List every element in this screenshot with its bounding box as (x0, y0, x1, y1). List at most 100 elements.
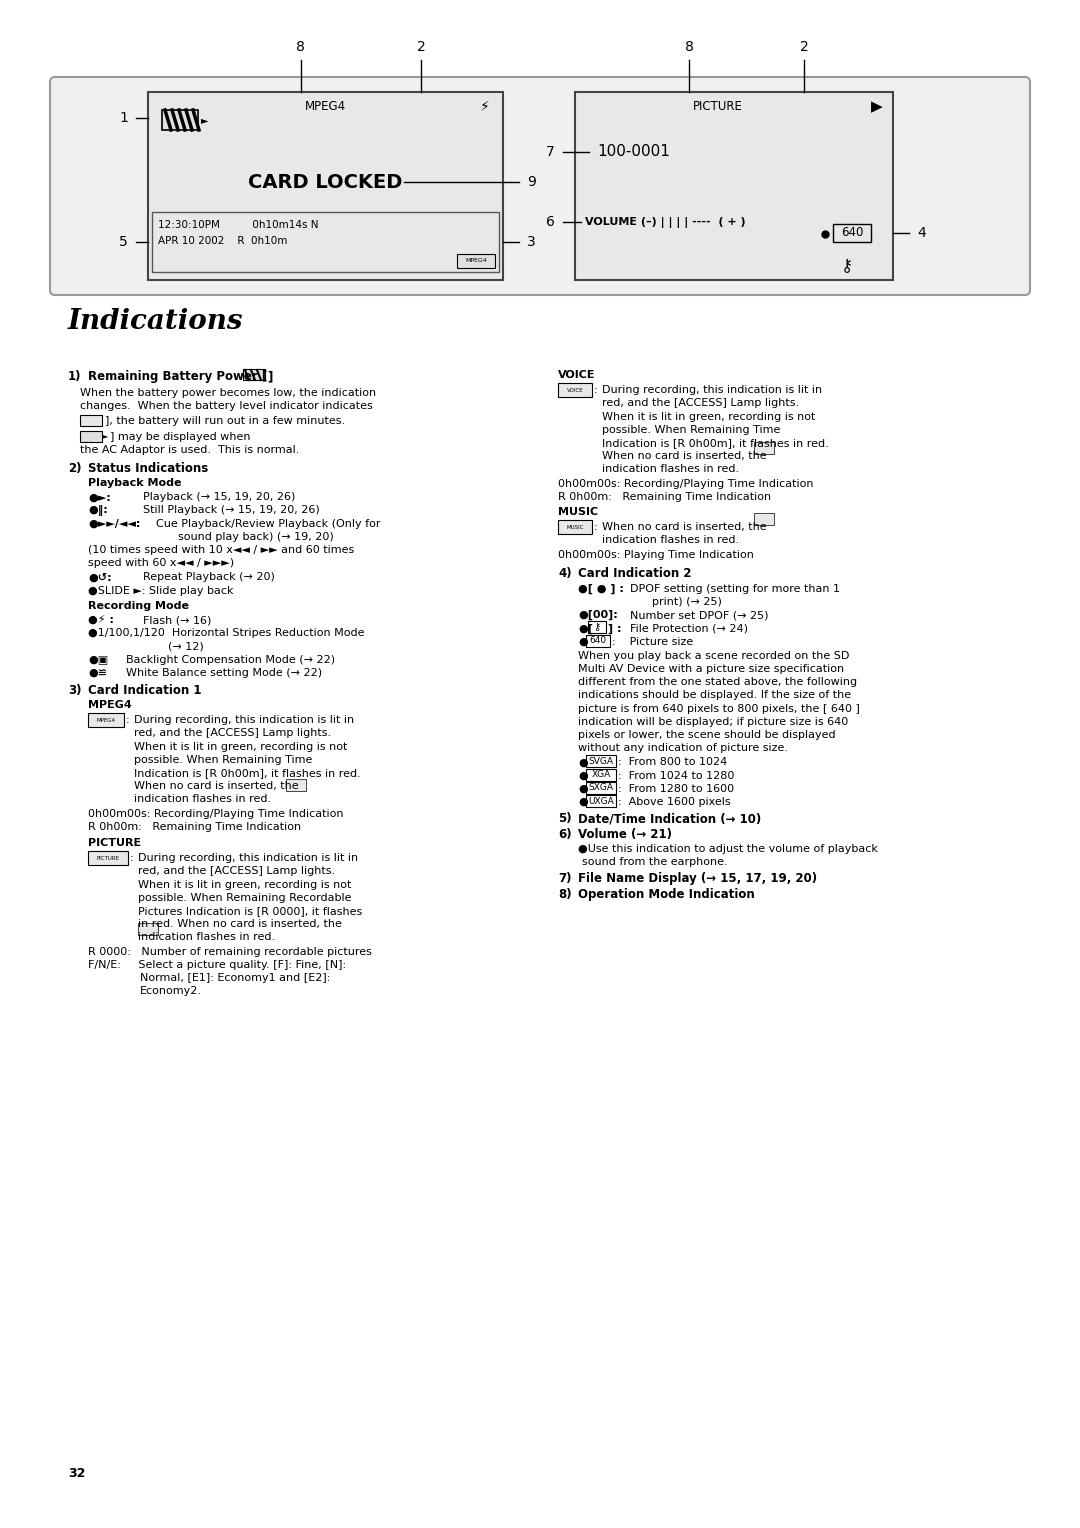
Text: Number set DPOF (→ 25): Number set DPOF (→ 25) (630, 610, 769, 620)
Text: speed with 60 x◄◄ / ►►►): speed with 60 x◄◄ / ►►►) (87, 558, 234, 568)
Text: pixels or lower, the scene should be displayed: pixels or lower, the scene should be dis… (578, 730, 836, 740)
Text: PICTURE: PICTURE (96, 856, 120, 860)
Text: ●Use this indication to adjust the volume of playback: ●Use this indication to adjust the volum… (578, 843, 878, 854)
Text: 7: 7 (546, 145, 555, 159)
Text: ●►:: ●►: (87, 492, 111, 503)
Text: ]: ] (267, 370, 272, 384)
Text: :  From 1024 to 1280: : From 1024 to 1280 (618, 770, 734, 781)
Text: ●⚡ :: ●⚡ : (87, 614, 113, 625)
Text: ●1/100,1/120  Horizontal Stripes Reduction Mode: ●1/100,1/120 Horizontal Stripes Reductio… (87, 628, 365, 639)
Text: 2: 2 (417, 40, 426, 53)
Text: DPOF setting (setting for more than 1: DPOF setting (setting for more than 1 (630, 584, 840, 594)
Bar (754, 442, 774, 454)
Text: Card Indication 1: Card Indication 1 (87, 685, 202, 697)
Text: 5): 5) (558, 813, 571, 825)
Text: Repeat Playback (→ 20): Repeat Playback (→ 20) (143, 573, 275, 582)
Text: ●: ● (578, 798, 588, 807)
Text: ●: ● (578, 637, 588, 646)
Bar (457, 254, 495, 267)
Text: Cue Playback/Review Playback (Only for: Cue Playback/Review Playback (Only for (156, 518, 380, 529)
Text: possible. When Remaining Time: possible. When Remaining Time (134, 755, 312, 766)
Text: Status Indications: Status Indications (87, 461, 208, 475)
Text: print) (→ 25): print) (→ 25) (652, 597, 721, 607)
Text: MPEG4: MPEG4 (87, 700, 132, 711)
Bar (80, 431, 102, 442)
Text: File Protection (→ 24): File Protection (→ 24) (630, 623, 748, 634)
Text: F/N/E:     Select a picture quality. [F]: Fine, [N]:: F/N/E: Select a picture quality. [F]: Fi… (87, 960, 346, 970)
Bar (586, 769, 616, 781)
Text: sound from the earphone.: sound from the earphone. (582, 857, 728, 868)
Text: ⚷: ⚷ (841, 257, 853, 275)
Text: ►: ► (102, 431, 108, 440)
Text: 32: 32 (68, 1467, 85, 1481)
Text: When it is lit in green, recording is not: When it is lit in green, recording is no… (138, 880, 351, 889)
Text: 100-0001: 100-0001 (597, 145, 670, 159)
Text: When no card is inserted, the: When no card is inserted, the (134, 781, 299, 792)
Text: Date/Time Indication (→ 10): Date/Time Indication (→ 10) (578, 813, 761, 825)
Text: (→ 12): (→ 12) (168, 642, 204, 651)
Text: Card Indication 2: Card Indication 2 (578, 567, 691, 579)
Text: 9: 9 (527, 176, 536, 189)
Text: Remaining Battery Power [: Remaining Battery Power [ (87, 370, 267, 384)
Bar (138, 923, 158, 935)
Text: (10 times speed with 10 x◄◄ / ►► and 60 times: (10 times speed with 10 x◄◄ / ►► and 60 … (87, 545, 354, 555)
Text: When it is lit in green, recording is not: When it is lit in green, recording is no… (134, 741, 348, 752)
Text: changes.  When the battery level indicator indicates: changes. When the battery level indicato… (80, 402, 373, 411)
Text: the AC Adaptor is used.  This is normal.: the AC Adaptor is used. This is normal. (80, 445, 299, 455)
Bar (87, 714, 124, 727)
Text: APR 10 2002    R  0h10m: APR 10 2002 R 0h10m (158, 235, 287, 246)
Text: When it is lit in green, recording is not: When it is lit in green, recording is no… (602, 411, 815, 422)
Text: Flash (→ 16): Flash (→ 16) (143, 614, 212, 625)
Text: 1: 1 (119, 112, 129, 125)
Bar (586, 795, 616, 807)
Text: 4: 4 (917, 226, 926, 240)
Text: :: : (126, 715, 130, 726)
Text: XGA: XGA (592, 770, 610, 779)
Bar (833, 225, 870, 241)
Bar (80, 416, 102, 426)
Text: R 0000:   Number of remaining recordable pictures: R 0000: Number of remaining recordable p… (87, 947, 372, 957)
Text: Indications: Indications (68, 309, 243, 335)
Text: VOLUME (–) | | | | ----  ( + ): VOLUME (–) | | | | ---- ( + ) (585, 217, 745, 228)
FancyBboxPatch shape (50, 76, 1030, 295)
Text: ●▣: ●▣ (87, 654, 108, 665)
Text: ⚡: ⚡ (481, 99, 490, 115)
Text: 0h00m00s: Playing Time Indication: 0h00m00s: Playing Time Indication (558, 550, 754, 559)
Text: SVGA: SVGA (589, 756, 613, 766)
Text: Pictures Indication is [R 0000], it flashes: Pictures Indication is [R 0000], it flas… (138, 906, 362, 915)
Text: Indication is [R 0h00m], it flashes in red.: Indication is [R 0h00m], it flashes in r… (134, 769, 361, 778)
Text: MUSIC: MUSIC (566, 524, 584, 530)
Text: MPEG4: MPEG4 (96, 718, 116, 723)
Text: During recording, this indication is lit in: During recording, this indication is lit… (602, 385, 822, 396)
Text: 7): 7) (558, 871, 571, 885)
Text: Economy2.: Economy2. (140, 986, 202, 996)
Text: red, and the [ACCESS] Lamp lights.: red, and the [ACCESS] Lamp lights. (602, 399, 799, 408)
Text: VOICE: VOICE (558, 370, 595, 380)
Text: 8: 8 (685, 40, 694, 53)
Text: 2: 2 (799, 40, 808, 53)
Bar (87, 851, 129, 865)
Text: Indication is [R 0h00m], it flashes in red.: Indication is [R 0h00m], it flashes in r… (602, 439, 828, 448)
Text: CARD LOCKED: CARD LOCKED (248, 173, 403, 191)
Text: Still Playback (→ 15, 19, 20, 26): Still Playback (→ 15, 19, 20, 26) (143, 506, 320, 515)
Text: :  From 1280 to 1600: : From 1280 to 1600 (618, 784, 734, 795)
Text: ●►►/◄◄:: ●►►/◄◄: (87, 518, 140, 529)
Text: ] may be displayed when: ] may be displayed when (110, 431, 251, 442)
Text: During recording, this indication is lit in: During recording, this indication is lit… (134, 715, 354, 726)
Text: ●: ● (578, 784, 588, 795)
Text: ●[: ●[ (578, 623, 593, 634)
Text: ●SLIDE ►: Slide play back: ●SLIDE ►: Slide play back (87, 585, 233, 596)
Text: :  From 800 to 1024: : From 800 to 1024 (618, 758, 727, 767)
Text: UXGA: UXGA (589, 796, 613, 805)
Bar (243, 368, 265, 380)
Text: MUSIC: MUSIC (558, 507, 598, 516)
Text: :: : (594, 523, 597, 532)
Bar (586, 634, 610, 646)
Text: :  Above 1600 pixels: : Above 1600 pixels (618, 798, 731, 807)
Text: White Balance setting Mode (→ 22): White Balance setting Mode (→ 22) (126, 668, 322, 678)
Text: PICTURE: PICTURE (693, 101, 743, 113)
Text: :    Picture size: : Picture size (612, 637, 693, 646)
Text: ▶: ▶ (872, 99, 882, 115)
Text: indications should be displayed. If the size of the: indications should be displayed. If the … (578, 691, 851, 700)
Text: When you play back a scene recorded on the SD: When you play back a scene recorded on t… (578, 651, 849, 660)
